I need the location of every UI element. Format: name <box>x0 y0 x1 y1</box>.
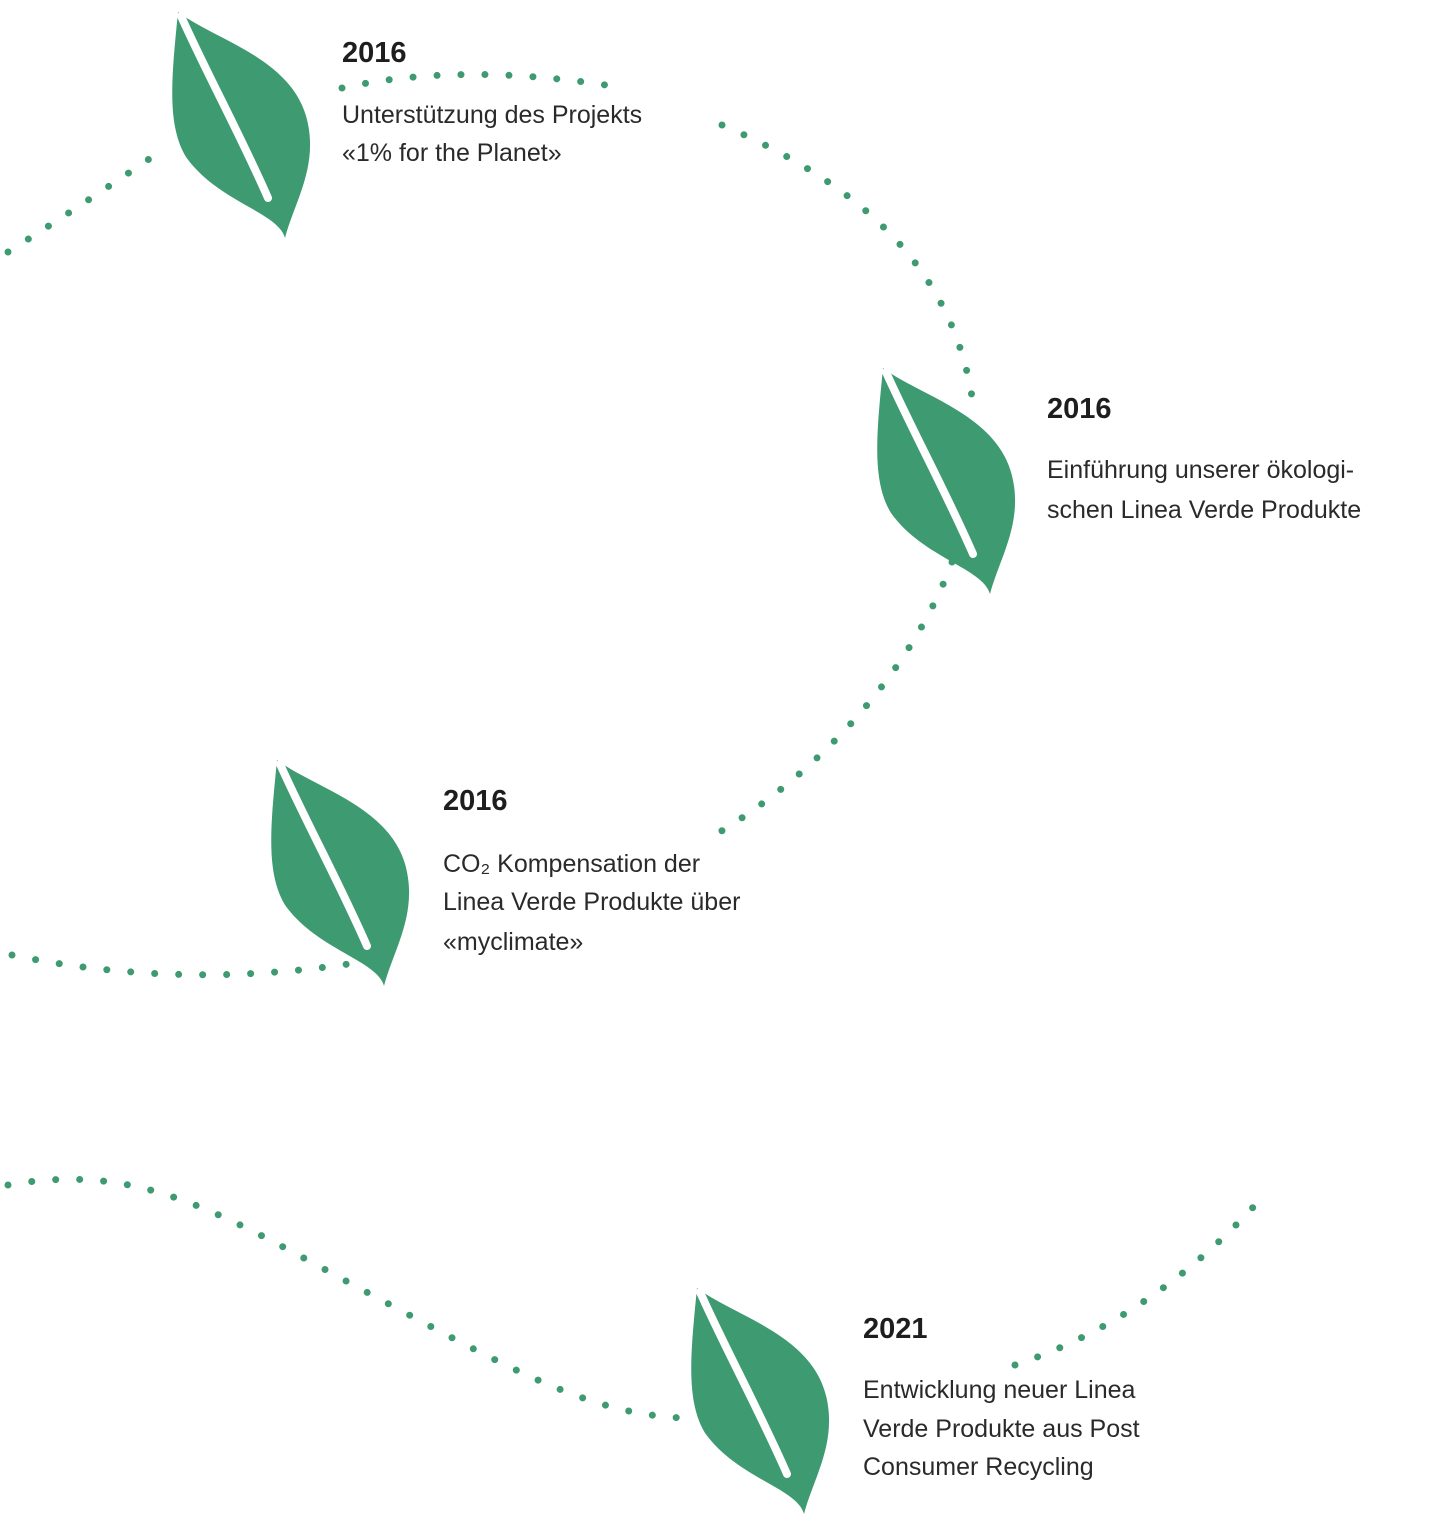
milestone-text: Unterstützung des Projekts <box>342 101 642 129</box>
milestone-text: «myclimate» <box>443 928 583 956</box>
milestone-text: CO₂ Kompensation der <box>443 850 700 878</box>
milestone-text: Verde Produkte aus Post <box>863 1415 1140 1443</box>
milestone-text: schen Linea Verde Produkte <box>1047 496 1361 524</box>
milestone: 2016 Unterstützung des Projekts «1% for th… <box>172 12 642 238</box>
milestone-year: 2016 <box>342 37 407 69</box>
milestone-text: Entwicklung neuer Linea <box>863 1376 1135 1404</box>
leaf-icon <box>172 12 310 238</box>
milestone-text: Consumer Recycling <box>863 1453 1094 1481</box>
milestone-text: «1% for the Planet» <box>342 139 562 167</box>
milestone-year: 2016 <box>1047 393 1112 425</box>
milestone-year: 2021 <box>863 1313 928 1345</box>
leaf-icon <box>691 1288 829 1514</box>
milestone-text: Einführung unserer ökologi- <box>1047 456 1354 484</box>
leaf-icon <box>271 760 409 986</box>
dotted-path <box>4 70 1261 1422</box>
leaf-icon <box>877 368 1015 594</box>
milestone-text: Linea Verde Produkte über <box>443 888 740 916</box>
milestone: 2016 Einführung unserer ökologi-schen Lin… <box>877 368 1361 594</box>
milestone: 2016 CO₂ Kompensation der Linea Verde Prod… <box>271 760 740 986</box>
milestone: 2021 Entwicklung neuer Linea Verde Produkt… <box>691 1288 1140 1514</box>
milestone-year: 2016 <box>443 785 508 817</box>
